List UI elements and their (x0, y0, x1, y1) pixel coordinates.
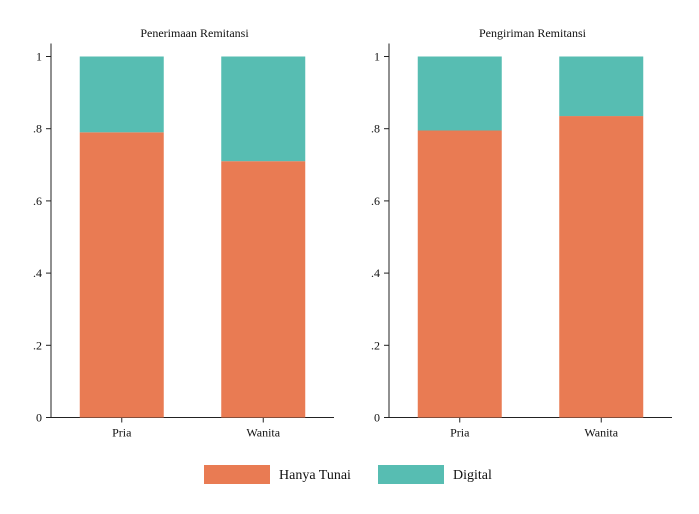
bar-wanita-digital (221, 56, 306, 162)
y-tick-label: .4 (33, 266, 42, 280)
y-tick-label: .4 (371, 266, 380, 280)
panel-title: Penerimaan Remitansi (140, 26, 249, 40)
y-tick-label: 0 (36, 411, 42, 425)
y-tick-label: 1 (374, 50, 380, 64)
y-tick-label: .6 (371, 194, 380, 208)
legend-label-digital: Digital (453, 468, 492, 483)
panel-title: Pengiriman Remitansi (479, 26, 587, 40)
legend: Hanya Tunai Digital (204, 465, 492, 484)
legend-swatch-hanya-tunai (204, 465, 270, 484)
y-tick-label: .2 (33, 338, 42, 352)
chart-panel-2: Pengiriman Remitansi 0 .2 .4 .6 .8 1 Pria Wanita (371, 26, 672, 440)
x-tick-label-pria: Pria (112, 426, 132, 440)
y-tick-label: .8 (33, 122, 42, 136)
x-tick-label-pria: Pria (450, 426, 470, 440)
chart-panel-1: Penerimaan Remitansi 0 .2 .4 .6 .8 1 Pria Wanita (33, 26, 334, 440)
bar-pria-digital (79, 56, 164, 133)
y-tick-label: .8 (371, 122, 380, 136)
bar-pria-hanya-tunai (79, 132, 164, 418)
y-tick-label: .6 (33, 194, 42, 208)
bar-wanita-digital (559, 56, 644, 117)
y-tick-label: .2 (371, 338, 380, 352)
x-tick-label-wanita: Wanita (246, 426, 280, 440)
bar-wanita-hanya-tunai (221, 161, 306, 418)
legend-label-hanya-tunai: Hanya Tunai (279, 468, 351, 483)
y-tick-label: 0 (374, 411, 380, 425)
x-tick-label-wanita: Wanita (584, 426, 618, 440)
bar-pria-hanya-tunai (417, 130, 502, 418)
y-tick-label: 1 (36, 50, 42, 64)
bar-pria-digital (417, 56, 502, 131)
bar-wanita-hanya-tunai (559, 116, 644, 418)
legend-swatch-digital (378, 465, 444, 484)
